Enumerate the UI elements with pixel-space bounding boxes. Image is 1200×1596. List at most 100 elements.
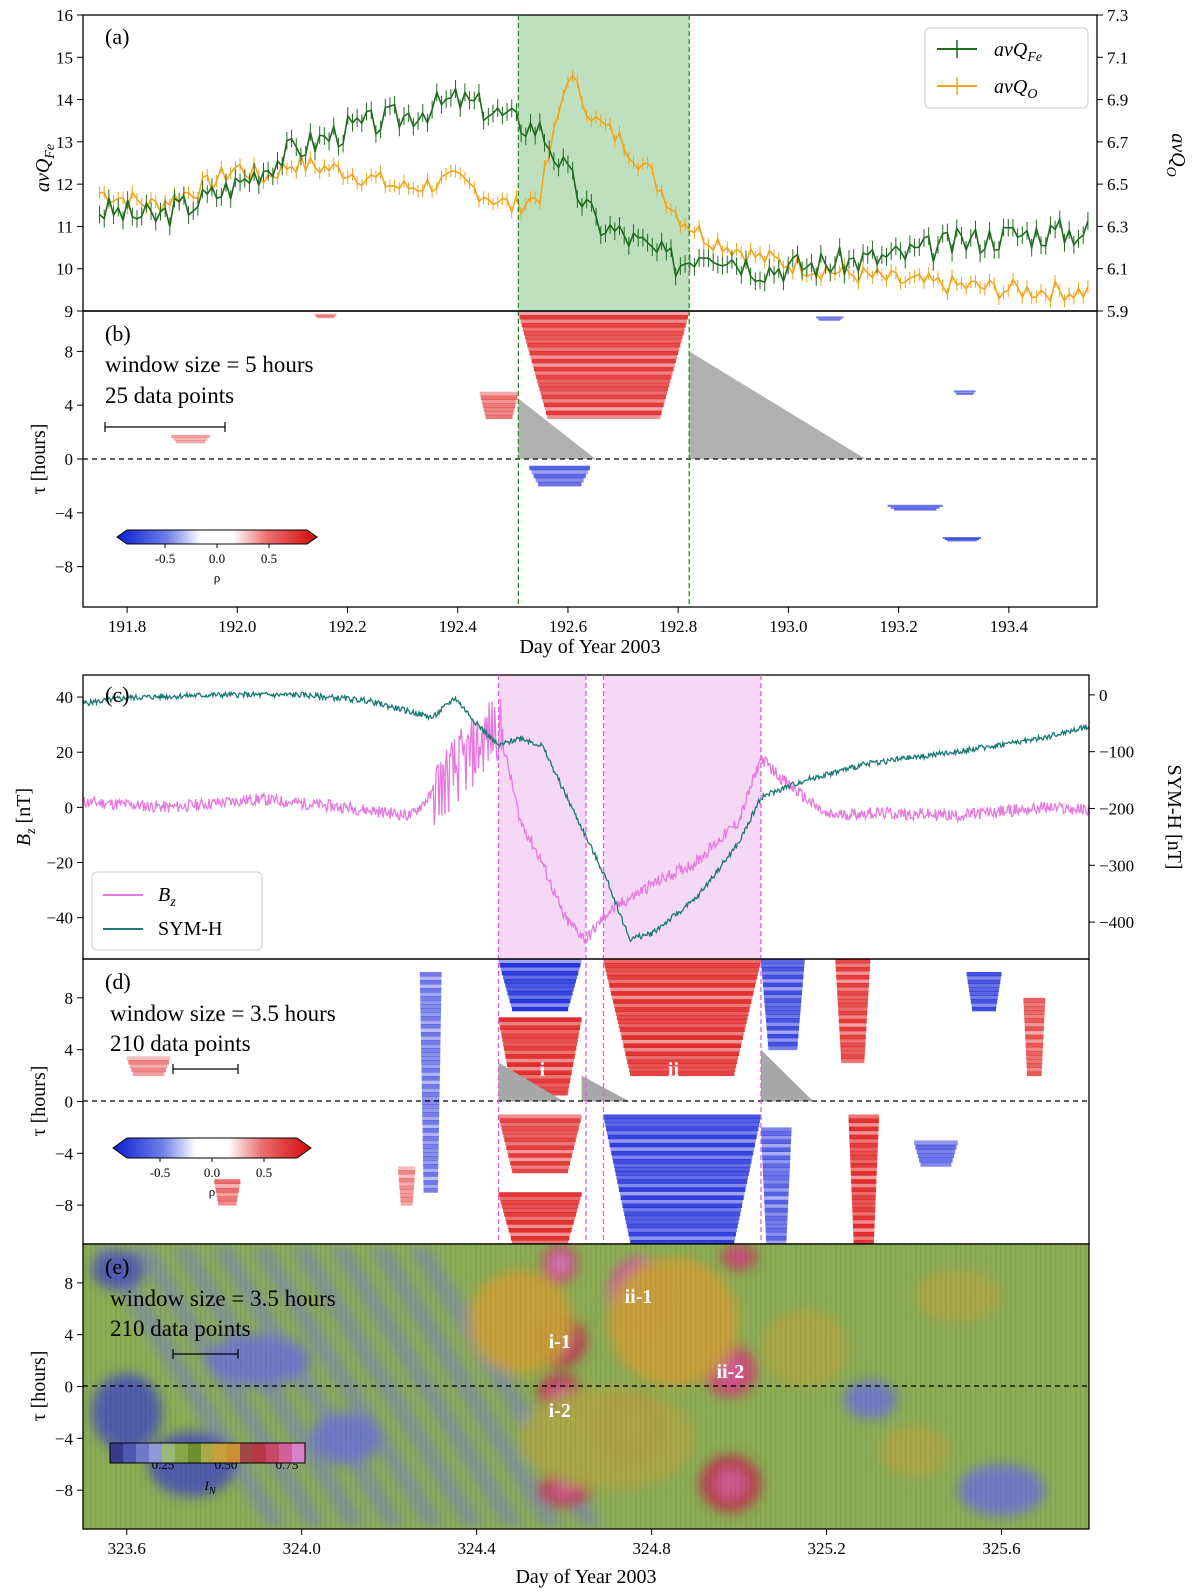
- panel-b-xticks: 191.8 192.0 192.2 192.4 192.6 192.8 193.0 193.2…: [108, 607, 1028, 636]
- rho-block-stripe: [615, 1171, 749, 1176]
- panel-c-highlight: [498, 675, 761, 959]
- rho-block-stripe: [512, 1168, 569, 1174]
- rho-block-stripe: [503, 1133, 577, 1139]
- rho-block-stripe: [626, 1055, 739, 1061]
- rho-block-stripe: [836, 978, 870, 984]
- series-avqo-line: [99, 74, 1089, 303]
- rho-block-stripe: [836, 974, 870, 980]
- rho-block-stripe: [765, 1014, 801, 1019]
- rho-block-stripe: [612, 999, 752, 1004]
- ytick-label: −200: [1099, 799, 1134, 818]
- panel-e-region-labels: ii-1 i-1 ii-2 i-2: [549, 1286, 745, 1422]
- colorbar-tick: -0.5: [155, 551, 176, 566]
- rho-block-stripe: [761, 1135, 792, 1140]
- rho-block-stripe: [1025, 1046, 1043, 1052]
- rho-block-stripe: [763, 1179, 790, 1185]
- rho-block-stripe: [528, 346, 680, 352]
- rho-block-stripe: [765, 1018, 800, 1023]
- rho-block-stripe: [1025, 1030, 1044, 1036]
- ytick-label: 11: [57, 217, 73, 236]
- rho-block-stripe: [837, 990, 869, 996]
- colorbar-tick: 0.0: [204, 1165, 220, 1180]
- rho-block-stripe: [421, 1076, 440, 1081]
- xtick-label: 192.2: [328, 617, 366, 636]
- rho-block-stripe: [216, 1192, 239, 1197]
- panel-d-label: (d): [105, 969, 131, 994]
- rho-block-stripe: [970, 995, 998, 1000]
- colorbar-cell: [149, 1443, 163, 1463]
- rho-block-stripe: [421, 1048, 441, 1053]
- rho-block-stripe: [766, 1022, 800, 1027]
- rho-block-stripe: [968, 983, 1000, 988]
- rho-block-stripe: [423, 1164, 439, 1169]
- colorbar-cell: [188, 1443, 202, 1463]
- region-label: i: [539, 1059, 545, 1081]
- panel-d-ylabel: τ [hours]: [28, 1066, 50, 1137]
- rho-block-stripe: [421, 1080, 440, 1085]
- ytick-label: 7.3: [1107, 6, 1128, 25]
- rho-block-stripe: [421, 1056, 441, 1061]
- ytick-label: −4: [55, 504, 74, 523]
- rho-block-stripe: [171, 434, 210, 438]
- rho-block-stripe: [614, 1007, 750, 1012]
- rho-block-stripe: [968, 987, 1000, 992]
- rho-block-stripe: [398, 1177, 415, 1183]
- rho-block-stripe: [421, 1064, 441, 1069]
- rho-block-stripe: [849, 1150, 878, 1156]
- rho-block-stripe: [504, 1050, 576, 1055]
- rho-block-stripe: [509, 998, 571, 1004]
- rho-block-stripe: [420, 1007, 442, 1013]
- rho-block-stripe: [530, 354, 678, 360]
- rho-block-stripe: [422, 1100, 440, 1105]
- panel-e-xticks: 323.6 324.0 324.4 324.8 325.2 325.6: [108, 1529, 1021, 1558]
- rho-block-stripe: [966, 971, 1002, 977]
- rho-block-stripe: [762, 1159, 791, 1165]
- rho-block-stripe: [317, 316, 334, 319]
- rho-block-stripe: [543, 402, 664, 408]
- rho-block-stripe: [519, 314, 689, 320]
- panel-a-series: [99, 69, 1089, 308]
- ytick-label: 6.5: [1107, 175, 1128, 194]
- ytick-label: −20: [46, 853, 73, 872]
- rho-block-stripe: [511, 1164, 570, 1170]
- rho-block-stripe: [609, 1142, 755, 1148]
- rho-block-stripe: [914, 1140, 958, 1146]
- panel-c-legend: Bz SYM-H: [91, 871, 263, 951]
- rho-block-stripe: [971, 1003, 997, 1008]
- rho-block-stripe: [421, 1088, 440, 1093]
- rho-block-stripe: [615, 1011, 749, 1016]
- panel-b-annotation-2: 25 data points: [105, 383, 234, 408]
- rho-block-stripe: [526, 338, 682, 344]
- colorbar-cell: [123, 1443, 137, 1463]
- rho-block-stripe: [422, 1148, 439, 1153]
- rho-block-stripe: [175, 440, 206, 444]
- rho-block-stripe: [422, 1116, 440, 1121]
- panel-d-yticks: −8 −4 0 4 8: [55, 989, 83, 1215]
- colorbar-cell: [201, 1443, 215, 1463]
- rho-block-stripe: [763, 994, 802, 999]
- xtick-label: 191.8: [108, 617, 146, 636]
- rho-block-stripe: [501, 1033, 579, 1039]
- rho-block-stripe: [767, 1033, 799, 1039]
- rho-block-stripe: [850, 1154, 878, 1160]
- rho-block-stripe: [315, 315, 336, 317]
- rho-block-stripe: [485, 414, 513, 420]
- rho-block-stripe: [853, 1239, 874, 1244]
- rho-block-stripe: [518, 311, 690, 316]
- rho-block-stripe: [620, 1031, 744, 1036]
- rho-block: [603, 1114, 761, 1244]
- rho-block-stripe: [420, 983, 442, 989]
- rho-block-stripe: [852, 1215, 875, 1221]
- rho-block-stripe: [837, 1002, 868, 1008]
- rho-block-stripe: [609, 983, 756, 988]
- rho-block-stripe: [765, 1227, 787, 1233]
- rho-block-stripe: [502, 974, 578, 980]
- rho-block-stripe: [764, 1006, 801, 1011]
- panel-d-window-bar: [172, 1064, 239, 1074]
- rho-block-stripe: [1027, 1071, 1042, 1077]
- rho-block-stripe: [764, 1195, 789, 1201]
- rho-block-stripe: [851, 1195, 876, 1200]
- highlight-interval: [498, 675, 586, 959]
- rho-block-stripe: [618, 1187, 746, 1192]
